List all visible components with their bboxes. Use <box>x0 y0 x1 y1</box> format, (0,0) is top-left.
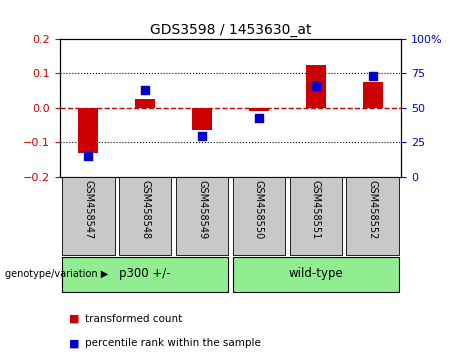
Point <box>312 83 319 89</box>
Text: GSM458551: GSM458551 <box>311 180 321 239</box>
Text: GSM458550: GSM458550 <box>254 180 264 239</box>
Title: GDS3598 / 1453630_at: GDS3598 / 1453630_at <box>150 23 311 36</box>
Bar <box>363 82 383 108</box>
Text: transformed count: transformed count <box>85 314 183 324</box>
Bar <box>249 108 269 112</box>
Bar <box>233 177 285 255</box>
Bar <box>62 177 114 255</box>
Point <box>198 133 206 138</box>
Text: genotype/variation ▶: genotype/variation ▶ <box>5 269 108 279</box>
Point <box>255 115 263 120</box>
Bar <box>192 108 212 130</box>
Bar <box>78 108 98 153</box>
Bar <box>306 65 326 108</box>
Bar <box>62 257 228 292</box>
Text: wild-type: wild-type <box>289 267 343 280</box>
Bar <box>290 177 342 255</box>
Text: percentile rank within the sample: percentile rank within the sample <box>85 338 261 348</box>
Point <box>85 154 92 159</box>
Bar <box>347 177 399 255</box>
Bar <box>135 99 155 108</box>
Point <box>142 87 149 93</box>
Bar <box>176 177 228 255</box>
Bar <box>119 177 171 255</box>
Text: GSM458552: GSM458552 <box>367 180 378 240</box>
Text: GSM458547: GSM458547 <box>83 180 94 239</box>
Bar <box>233 257 399 292</box>
Point <box>369 73 376 79</box>
Text: ■: ■ <box>69 314 80 324</box>
Text: p300 +/-: p300 +/- <box>119 267 171 280</box>
Text: GSM458548: GSM458548 <box>140 180 150 239</box>
Text: GSM458549: GSM458549 <box>197 180 207 239</box>
Text: ■: ■ <box>69 338 80 348</box>
